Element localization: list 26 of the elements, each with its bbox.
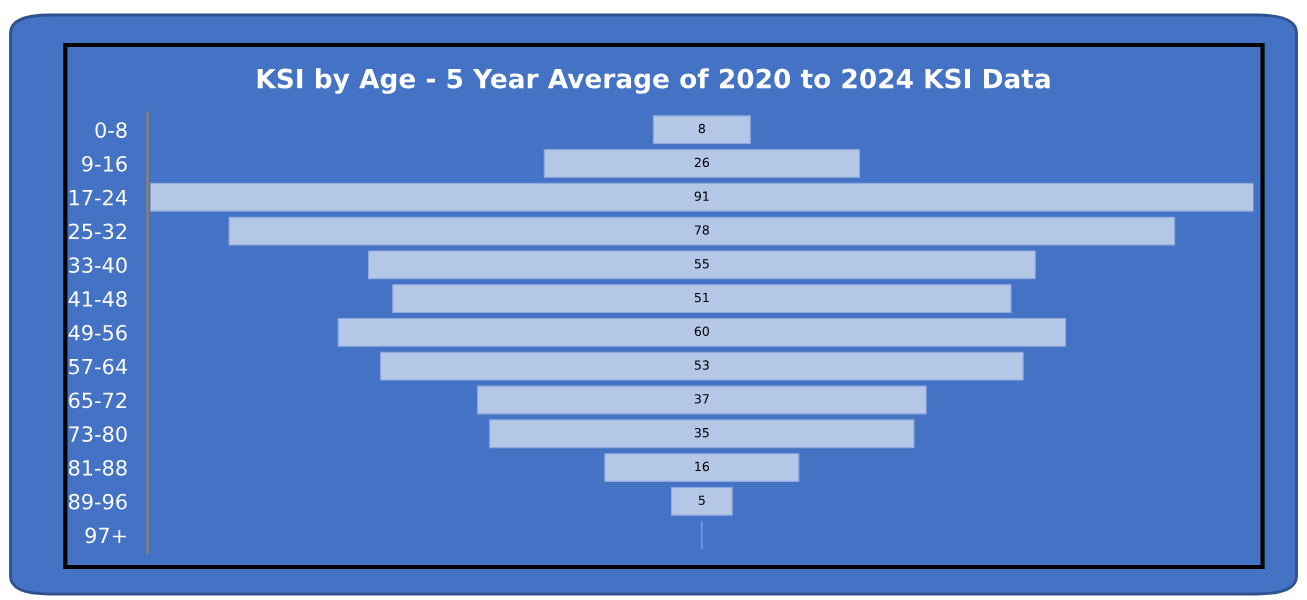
- data-label: 55: [694, 259, 709, 269]
- category-label: 25-32: [69, 223, 126, 240]
- data-label: 78: [694, 225, 709, 235]
- data-label: 37: [694, 394, 709, 404]
- data-label: 26: [694, 157, 710, 168]
- category-label: 65-72: [69, 392, 126, 409]
- category-label: 17-24: [69, 189, 127, 206]
- category-label: 41-48: [68, 291, 127, 307]
- data-label: 60: [694, 326, 709, 337]
- data-label: 91: [694, 191, 709, 201]
- category-label: 73-80: [69, 426, 127, 442]
- category-label: 97+: [85, 527, 126, 544]
- category-label: 89-96: [68, 493, 127, 510]
- category-label: 57-64: [69, 358, 127, 375]
- data-label: 53: [694, 360, 709, 370]
- data-label: 51: [694, 292, 709, 303]
- text: KSI by Age - 5 Year Average of 2020 to 2024 KSI Data: [257, 68, 1050, 94]
- category-label: 9-16: [82, 155, 127, 172]
- category-label: 0-8: [95, 122, 127, 138]
- category-label: 49-56: [68, 324, 127, 341]
- data-label: 8: [698, 123, 705, 134]
- data-label: 35: [694, 427, 709, 438]
- data-label: 5: [698, 495, 705, 505]
- category-label: 33-40: [69, 257, 127, 274]
- category-label: 81-88: [68, 459, 127, 476]
- data-label: 16: [695, 461, 710, 472]
